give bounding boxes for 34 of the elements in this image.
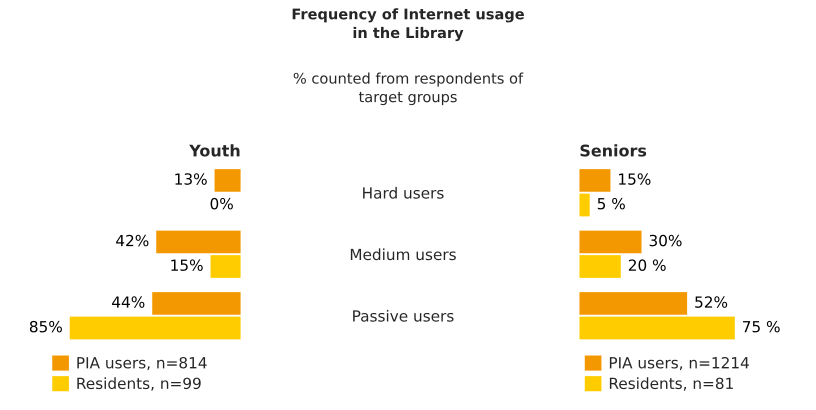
bar	[579, 316, 735, 340]
text: % counted from respondents of target groups	[294, 72, 524, 106]
y-tick-label: Hard users	[363, 186, 444, 199]
data-label: 15%	[619, 173, 651, 185]
text: Frequency of Internet usage in the Library	[292, 8, 524, 42]
data-label: 0%	[210, 198, 233, 210]
y-tick-label: Medium users	[350, 248, 456, 260]
legend-label: Residents, n=99	[77, 377, 201, 391]
data-label: 15%	[171, 259, 203, 271]
data-label: 52%	[695, 296, 728, 308]
bar	[214, 169, 241, 192]
data-label: 5 %	[598, 198, 625, 210]
data-label: 85%	[30, 320, 62, 332]
chart-title: Seniors	[580, 144, 646, 157]
bar	[579, 194, 590, 216]
bar	[70, 316, 241, 340]
data-label: 20 %	[628, 259, 666, 271]
data-label: 75 %	[742, 320, 780, 332]
data-label: 42%	[116, 234, 148, 246]
chart-title: Youth	[189, 144, 240, 157]
bar	[579, 292, 688, 315]
bar	[579, 230, 642, 254]
bar	[156, 230, 241, 254]
data-label: 30%	[650, 234, 682, 246]
bar	[579, 169, 610, 192]
data-label: 44%	[112, 296, 144, 308]
data-label: 13%	[175, 173, 207, 185]
legend-label: PIA users, n=1214	[610, 356, 749, 370]
y-tick-label: Passive users	[353, 310, 454, 322]
legend-label: Residents, n=81	[610, 377, 733, 391]
bar	[152, 292, 241, 315]
bar	[210, 255, 241, 278]
bar	[579, 255, 621, 278]
legend-label: PIA users, n=814	[77, 356, 207, 370]
